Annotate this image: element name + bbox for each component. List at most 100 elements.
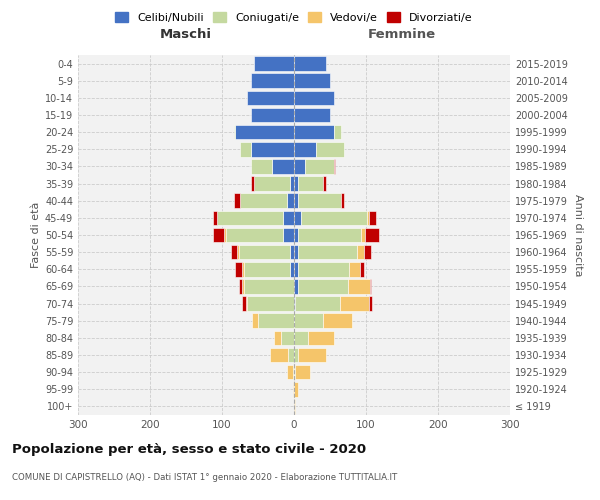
- Bar: [294, 228, 298, 242]
- Bar: [234, 194, 240, 208]
- Bar: [290, 176, 294, 191]
- Bar: [251, 74, 294, 88]
- Bar: [237, 245, 239, 260]
- Bar: [294, 125, 334, 140]
- Bar: [235, 262, 242, 276]
- Bar: [298, 245, 356, 260]
- Bar: [251, 108, 294, 122]
- Bar: [290, 245, 294, 260]
- Bar: [298, 262, 349, 276]
- Bar: [298, 348, 326, 362]
- Bar: [367, 210, 369, 225]
- Bar: [258, 314, 294, 328]
- Bar: [294, 314, 323, 328]
- Bar: [251, 142, 294, 156]
- Bar: [364, 245, 371, 260]
- Bar: [316, 142, 344, 156]
- Bar: [247, 296, 294, 311]
- Bar: [341, 194, 344, 208]
- Bar: [294, 330, 308, 345]
- Bar: [294, 108, 330, 122]
- Bar: [298, 228, 361, 242]
- Bar: [254, 176, 290, 191]
- Bar: [294, 56, 326, 71]
- Bar: [370, 279, 371, 293]
- Bar: [244, 262, 290, 276]
- Bar: [293, 365, 294, 380]
- Bar: [294, 142, 316, 156]
- Bar: [298, 176, 323, 191]
- Bar: [294, 348, 298, 362]
- Bar: [295, 296, 340, 311]
- Bar: [323, 314, 352, 328]
- Bar: [217, 210, 283, 225]
- Y-axis label: Anni di nascita: Anni di nascita: [573, 194, 583, 276]
- Bar: [290, 262, 294, 276]
- Bar: [348, 279, 370, 293]
- Bar: [226, 228, 283, 242]
- Bar: [323, 176, 326, 191]
- Bar: [294, 365, 295, 380]
- Bar: [214, 228, 224, 242]
- Bar: [272, 159, 294, 174]
- Bar: [356, 245, 364, 260]
- Text: Maschi: Maschi: [160, 28, 212, 42]
- Bar: [239, 279, 242, 293]
- Bar: [308, 330, 334, 345]
- Bar: [294, 262, 298, 276]
- Bar: [240, 194, 287, 208]
- Bar: [360, 262, 364, 276]
- Bar: [274, 330, 281, 345]
- Bar: [240, 142, 251, 156]
- Bar: [287, 365, 293, 380]
- Bar: [369, 296, 373, 311]
- Bar: [224, 228, 226, 242]
- Bar: [294, 245, 298, 260]
- Bar: [294, 382, 298, 396]
- Bar: [294, 74, 330, 88]
- Bar: [270, 348, 288, 362]
- Bar: [287, 194, 294, 208]
- Bar: [334, 125, 341, 140]
- Bar: [283, 210, 294, 225]
- Bar: [294, 399, 295, 413]
- Text: Popolazione per età, sesso e stato civile - 2020: Popolazione per età, sesso e stato civil…: [12, 442, 366, 456]
- Bar: [288, 348, 294, 362]
- Bar: [283, 228, 294, 242]
- Text: COMUNE DI CAPISTRELLO (AQ) - Dati ISTAT 1° gennaio 2020 - Elaborazione TUTTITALI: COMUNE DI CAPISTRELLO (AQ) - Dati ISTAT …: [12, 472, 397, 482]
- Bar: [244, 279, 294, 293]
- Bar: [281, 330, 294, 345]
- Bar: [239, 245, 290, 260]
- Bar: [294, 90, 334, 105]
- Bar: [340, 296, 369, 311]
- Bar: [361, 228, 365, 242]
- Bar: [252, 314, 258, 328]
- Bar: [349, 262, 360, 276]
- Bar: [305, 159, 334, 174]
- Bar: [246, 296, 247, 311]
- Bar: [251, 176, 254, 191]
- Bar: [295, 365, 310, 380]
- Bar: [233, 125, 235, 140]
- Bar: [294, 194, 298, 208]
- Bar: [251, 159, 272, 174]
- Text: Femmine: Femmine: [368, 28, 436, 42]
- Bar: [301, 210, 367, 225]
- Bar: [294, 176, 298, 191]
- Bar: [365, 228, 379, 242]
- Bar: [242, 262, 244, 276]
- Bar: [242, 296, 246, 311]
- Bar: [242, 279, 244, 293]
- Bar: [294, 296, 295, 311]
- Bar: [293, 382, 294, 396]
- Bar: [232, 245, 237, 260]
- Bar: [294, 210, 301, 225]
- Bar: [214, 210, 217, 225]
- Bar: [334, 159, 335, 174]
- Legend: Celibi/Nubili, Coniugati/e, Vedovi/e, Divorziati/e: Celibi/Nubili, Coniugati/e, Vedovi/e, Di…: [111, 8, 477, 28]
- Bar: [294, 279, 298, 293]
- Bar: [298, 194, 341, 208]
- Bar: [369, 210, 376, 225]
- Bar: [247, 90, 294, 105]
- Y-axis label: Fasce di età: Fasce di età: [31, 202, 41, 268]
